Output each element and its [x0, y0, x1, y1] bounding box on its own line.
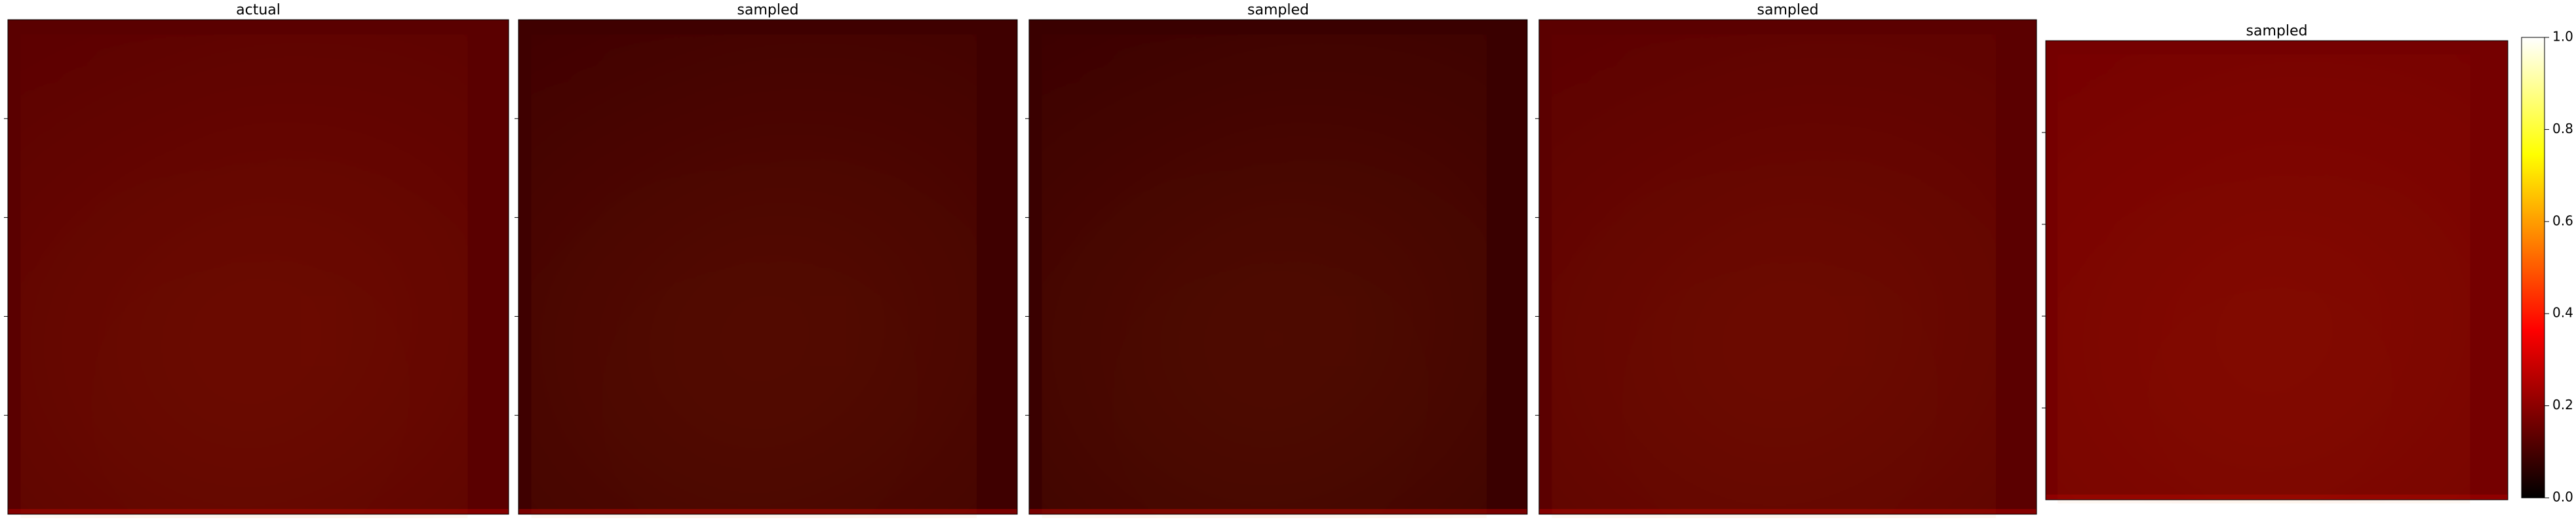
heatmap-panel [4, 19, 509, 515]
heatmap-edge [8, 509, 509, 514]
heatmap-structure [2099, 108, 2429, 453]
panel-frame [1538, 19, 2037, 515]
panel-title: sampled [2246, 23, 2308, 39]
colorbar-tick-label: 0.2 [2552, 397, 2573, 413]
spot-halo [1325, 336, 1351, 356]
ring-bottom [1675, 418, 1881, 457]
spot [1846, 306, 1859, 327]
heatmap-edge [518, 509, 1017, 514]
heatmap-edge [1539, 509, 2037, 514]
panel-frame [2045, 40, 2508, 500]
colorbar [2521, 37, 2545, 498]
ring-bottom [1166, 418, 1371, 457]
ring-bottom [146, 418, 352, 457]
heatmap-spot [2320, 307, 2344, 354]
ring-mid [586, 98, 922, 455]
panel-title: sampled [1247, 2, 1309, 18]
panel-title: sampled [737, 2, 799, 18]
heatmap-panel [2042, 40, 2508, 500]
spot-halo [305, 336, 331, 356]
heatmap-spot [305, 306, 331, 356]
panel-title: actual [236, 2, 281, 18]
panel-title: sampled [1757, 2, 1819, 18]
colorbar-tick-label: 0.4 [2552, 305, 2573, 321]
spot [1337, 306, 1349, 327]
colorbar-tick-label: 0.6 [2552, 213, 2573, 228]
ring-bottom [2173, 411, 2363, 447]
ring-mid [1607, 98, 1942, 455]
heatmap-spot [815, 306, 840, 356]
heatmap-structure [66, 92, 423, 464]
heatmap-spot [1835, 306, 1860, 356]
heatmap-structure [576, 92, 932, 464]
ring-mid [1097, 98, 1432, 455]
heatmap-edge [2046, 495, 2508, 500]
heatmap-panel [515, 19, 1018, 515]
spot [2331, 307, 2343, 326]
panel-frame [518, 19, 1018, 515]
spot-halo [815, 336, 840, 356]
spot [827, 306, 839, 327]
spot-halo [1835, 336, 1860, 356]
heatmap-edge [1029, 509, 1527, 514]
heatmap-structure [1087, 92, 1442, 464]
spot-halo [2320, 335, 2344, 354]
ring-bottom [655, 418, 861, 457]
panel-frame [1028, 19, 1528, 515]
heatmap-panel [1535, 19, 2037, 515]
ring-mid [75, 98, 413, 455]
heatmap-spot [1325, 306, 1351, 356]
panel-frame [7, 19, 509, 515]
colorbar-tick-label: 0.8 [2552, 121, 2573, 136]
colorbar-tick-label: 1.0 [2552, 29, 2573, 45]
spot [317, 306, 330, 327]
heatmap-structure [1597, 92, 1951, 464]
heatmap-panel [1025, 19, 1528, 515]
colorbar-tick-label: 0.0 [2552, 489, 2573, 505]
